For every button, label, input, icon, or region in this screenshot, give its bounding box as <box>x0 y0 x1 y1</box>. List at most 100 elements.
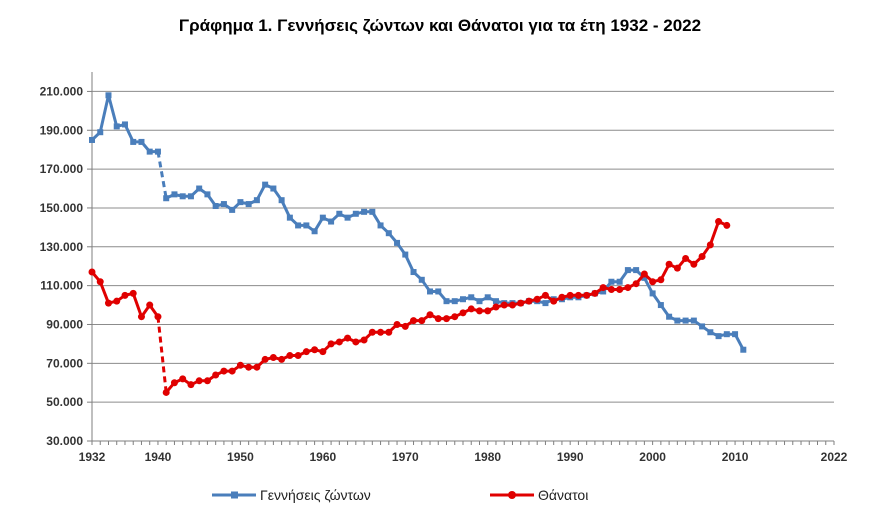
data-point <box>434 315 442 323</box>
y-tick-label: 210.000 <box>40 84 84 98</box>
data-point <box>369 208 376 215</box>
data-point <box>245 363 253 371</box>
data-point <box>517 299 525 307</box>
data-point <box>674 317 681 324</box>
data-point <box>163 195 170 202</box>
data-point <box>212 203 219 210</box>
data-point <box>328 218 335 225</box>
data-point <box>649 278 657 286</box>
data-point <box>410 317 418 325</box>
x-tick-label: 2010 <box>722 450 749 464</box>
data-point <box>500 301 508 309</box>
y-axis-ticks: 30.000 50.000 70.000 90.000 110.000 130.000 15… <box>40 84 92 448</box>
data-point <box>344 214 351 221</box>
data-point <box>89 136 95 143</box>
data-point <box>146 148 153 155</box>
y-tick-label: 70.000 <box>46 356 83 370</box>
data-point <box>418 317 426 325</box>
data-point <box>492 303 500 311</box>
data-point <box>533 295 541 303</box>
data-point <box>640 270 648 278</box>
data-point <box>715 333 722 340</box>
data-point <box>228 367 236 375</box>
data-point <box>435 288 442 295</box>
data-point <box>657 276 665 284</box>
data-point <box>706 241 714 249</box>
axes <box>91 72 834 442</box>
legend-label: Θάνατοι <box>538 487 588 503</box>
data-point <box>311 228 318 235</box>
data-point <box>484 294 491 301</box>
data-point <box>607 286 615 294</box>
y-tick-label: 170.000 <box>40 162 84 176</box>
data-point <box>633 267 640 274</box>
data-point <box>467 305 475 313</box>
data-point <box>476 298 483 305</box>
y-tick-label: 90.000 <box>46 317 83 331</box>
data-point <box>508 301 516 309</box>
data-point <box>665 260 673 268</box>
data-point <box>649 290 656 297</box>
data-point <box>195 377 203 385</box>
series-layer <box>88 92 747 396</box>
data-point <box>286 214 293 221</box>
legend-item-2: Θάνατοι <box>490 487 588 503</box>
data-point <box>459 309 467 317</box>
data-point <box>608 278 615 285</box>
data-point <box>146 301 154 309</box>
y-tick-label: 30.000 <box>46 434 83 448</box>
data-point <box>402 251 409 258</box>
x-tick-label: 1932 <box>79 450 106 464</box>
data-point <box>270 185 277 192</box>
data-point <box>138 138 145 145</box>
data-point <box>361 208 368 215</box>
data-point <box>394 239 401 246</box>
data-point <box>401 322 409 330</box>
data-point <box>295 222 302 229</box>
data-point <box>591 289 599 297</box>
legend: Γεννήσεις ζώντων Θάνατοι <box>212 487 588 503</box>
data-point <box>632 280 640 288</box>
data-point <box>566 291 574 299</box>
data-point <box>302 348 310 356</box>
data-point <box>682 317 689 324</box>
data-point <box>393 320 401 328</box>
data-point <box>154 313 162 321</box>
data-point <box>542 300 549 307</box>
data-point <box>385 328 393 336</box>
series-2 <box>88 218 731 396</box>
data-point <box>460 296 466 303</box>
data-point <box>261 355 269 363</box>
x-tick-label: 1950 <box>227 450 254 464</box>
data-point <box>368 328 376 336</box>
data-point <box>179 375 187 383</box>
data-point <box>220 201 227 208</box>
data-point <box>278 197 285 204</box>
data-point <box>253 197 260 204</box>
data-point <box>410 269 417 276</box>
x-tick-label: 1970 <box>392 450 419 464</box>
data-point <box>451 313 459 321</box>
legend-marker <box>508 491 516 499</box>
x-tick-label: 1980 <box>474 450 501 464</box>
data-point <box>698 253 706 260</box>
data-point <box>253 363 261 371</box>
y-tick-label: 50.000 <box>46 395 83 409</box>
data-point <box>624 267 631 274</box>
data-point <box>690 317 697 324</box>
legend-marker <box>231 491 238 499</box>
data-point <box>237 199 244 206</box>
data-point <box>657 302 664 309</box>
data-point <box>303 222 310 229</box>
data-point <box>468 294 475 301</box>
data-point <box>187 381 195 389</box>
data-point <box>179 193 186 200</box>
data-point <box>104 299 112 307</box>
data-point <box>426 311 434 319</box>
data-point <box>525 297 533 305</box>
data-point <box>203 377 211 385</box>
gridlines <box>92 90 834 403</box>
data-point <box>162 388 170 396</box>
data-point <box>319 214 326 221</box>
legend-label: Γεννήσεις ζώντων <box>260 487 371 503</box>
